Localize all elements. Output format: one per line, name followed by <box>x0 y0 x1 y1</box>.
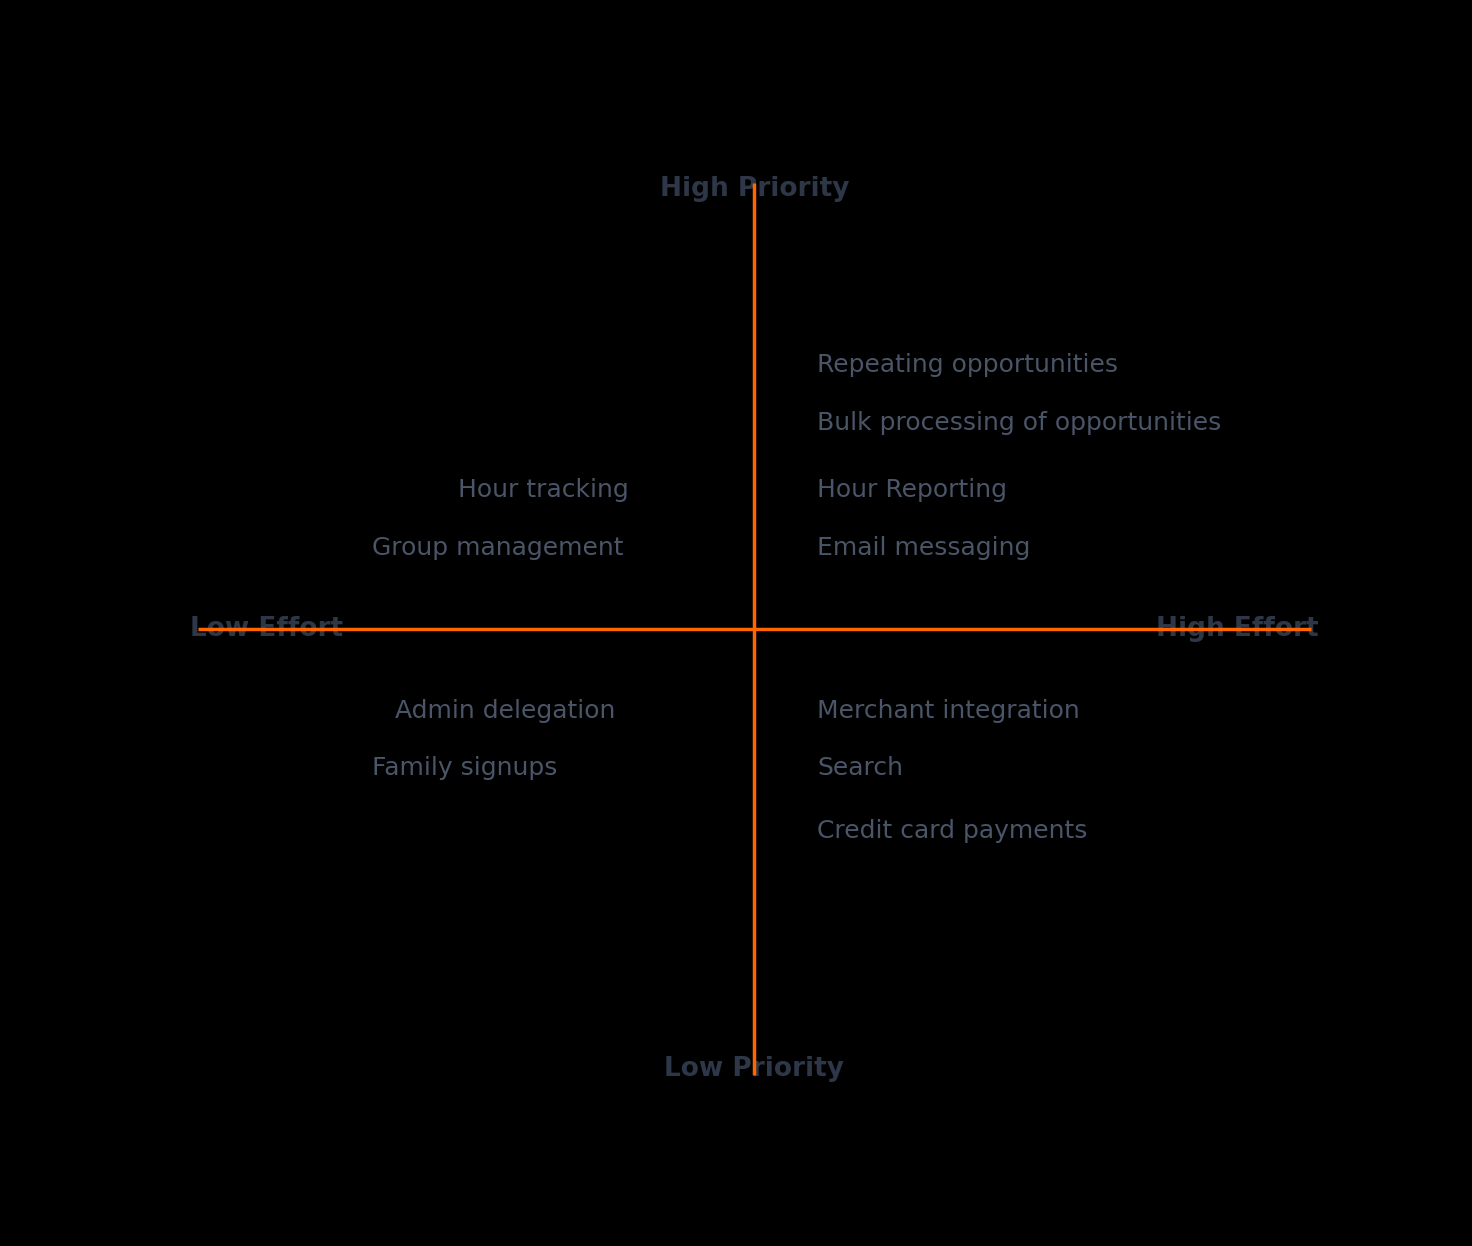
Text: Group management: Group management <box>372 536 624 559</box>
Text: High Effort: High Effort <box>1157 617 1319 642</box>
Text: Admin delegation: Admin delegation <box>394 699 615 723</box>
Text: Repeating opportunities: Repeating opportunities <box>817 354 1119 378</box>
Text: Bulk processing of opportunities: Bulk processing of opportunities <box>817 411 1222 435</box>
Text: Low Effort: Low Effort <box>190 617 343 642</box>
Text: Credit card payments: Credit card payments <box>817 819 1088 842</box>
Text: Merchant integration: Merchant integration <box>817 699 1080 723</box>
Text: Email messaging: Email messaging <box>817 536 1030 559</box>
Text: Family signups: Family signups <box>372 756 558 780</box>
Text: High Priority: High Priority <box>659 177 849 202</box>
Text: Low Priority: Low Priority <box>664 1057 845 1082</box>
Text: Hour tracking: Hour tracking <box>458 478 629 502</box>
Text: Hour Reporting: Hour Reporting <box>817 478 1007 502</box>
Text: Search: Search <box>817 756 904 780</box>
